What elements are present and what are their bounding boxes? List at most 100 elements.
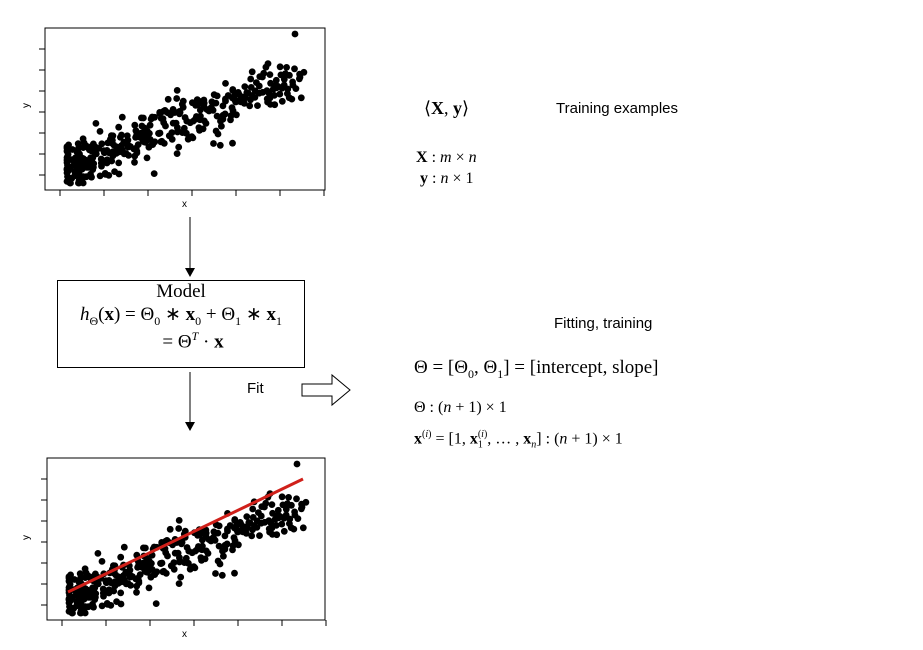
scatter-point: [84, 572, 92, 580]
scatter-point: [289, 81, 297, 89]
scatter-point: [75, 177, 83, 184]
scatter-point: [118, 113, 126, 121]
scatter-point: [103, 147, 111, 154]
scatter-point: [134, 141, 142, 148]
scatter-point: [108, 139, 115, 147]
scatter-point: [127, 582, 134, 589]
scatter-point: [182, 554, 190, 562]
scatter-point: [246, 102, 254, 110]
scatter-point: [168, 129, 176, 137]
scatter-point: [207, 105, 215, 112]
scatter-point: [92, 120, 100, 127]
y-axis-ticks: [39, 48, 45, 176]
scatter-point: [282, 70, 289, 77]
scatter-point: [274, 506, 282, 514]
scatter-point: [160, 119, 168, 127]
scatter-point: [270, 92, 278, 99]
scatter-point: [212, 570, 219, 577]
scatter-point: [201, 555, 209, 563]
scatter-point: [290, 525, 298, 533]
scatter-point: [142, 544, 149, 552]
scatter-point: [115, 170, 123, 178]
scatter-point: [157, 560, 165, 567]
X-dims: X : m × n: [416, 149, 477, 166]
scatter-point: [148, 113, 156, 121]
scatter-point: [269, 85, 277, 93]
scatter-point: [145, 584, 153, 592]
scatter-point: [175, 580, 183, 587]
scatter-point: [280, 75, 288, 83]
scatter-point: [202, 547, 210, 555]
scatter-point: [257, 519, 265, 527]
theta-definition: Θ = [Θ0, Θ1] = [intercept, slope]: [414, 357, 659, 381]
scatter-point: [199, 125, 207, 133]
scatter-point: [136, 571, 144, 578]
scatter-point: [81, 565, 89, 573]
scatter-point: [268, 501, 276, 508]
scatter-point: [79, 135, 87, 143]
scatter-point: [291, 65, 298, 73]
scatter-point: [183, 117, 191, 125]
scatter-point: [98, 602, 106, 610]
scatter-point: [278, 97, 286, 105]
scatter-points: [63, 30, 308, 187]
scatter-point: [152, 600, 160, 607]
scatter-point: [88, 164, 96, 172]
scatter-point: [107, 602, 115, 609]
scatter-point: [214, 557, 222, 565]
scatter-point: [94, 550, 102, 557]
scatter-point: [176, 557, 184, 565]
scatter-point: [247, 96, 254, 104]
y-axis-label-top: y: [21, 103, 32, 108]
x-axis-label-bottom: x: [182, 629, 187, 640]
scatter-point: [202, 529, 210, 537]
scatter-point: [132, 134, 139, 141]
scatter-point: [245, 519, 253, 526]
scatter-point: [171, 549, 179, 557]
y-axis-label-bottom: y: [21, 535, 32, 540]
scatter-point: [293, 495, 300, 503]
scatter-point: [96, 172, 104, 180]
scatter-point: [140, 114, 147, 122]
scatter-point: [120, 543, 128, 551]
scatter-point: [134, 564, 141, 571]
scatter-point: [191, 115, 199, 123]
model-title: Model: [156, 281, 206, 302]
scatter-point: [299, 524, 307, 532]
right-arrow-icon: [301, 373, 351, 407]
scatter-point: [66, 575, 74, 583]
scatter-point: [158, 539, 166, 546]
scatter-point: [173, 87, 181, 94]
scatter-point: [216, 141, 224, 149]
scatter-point: [169, 119, 177, 127]
scatter-point: [266, 71, 274, 78]
scatter-point: [284, 85, 292, 93]
scatter-point: [105, 577, 113, 584]
scatter-point: [123, 132, 131, 140]
scatter-point: [90, 584, 98, 592]
scatter-point: [175, 525, 183, 532]
scatter-point: [293, 460, 301, 468]
scatter-point: [79, 158, 86, 166]
scatter-point: [209, 535, 217, 542]
scatter-point: [139, 560, 147, 568]
scatter-point: [168, 135, 176, 143]
scatter-point: [105, 172, 113, 179]
scatter-point: [213, 112, 221, 120]
scatter-point: [276, 63, 284, 71]
scatter-point: [81, 593, 88, 601]
fitting-heading: Fitting, training: [554, 315, 653, 332]
scatter-point: [74, 140, 82, 148]
scatter-point: [99, 585, 107, 593]
scatter-point: [243, 513, 251, 520]
scatter-point: [263, 95, 271, 103]
scatter-point: [240, 99, 248, 107]
scatter-point: [229, 542, 237, 550]
scatter-point: [82, 142, 90, 150]
scatter-point: [278, 493, 286, 501]
plot-frame: [46, 457, 326, 621]
scatter-point: [223, 540, 231, 548]
scatter-point: [161, 107, 169, 114]
scatter-point: [117, 553, 125, 561]
scatter-point: [111, 578, 119, 586]
